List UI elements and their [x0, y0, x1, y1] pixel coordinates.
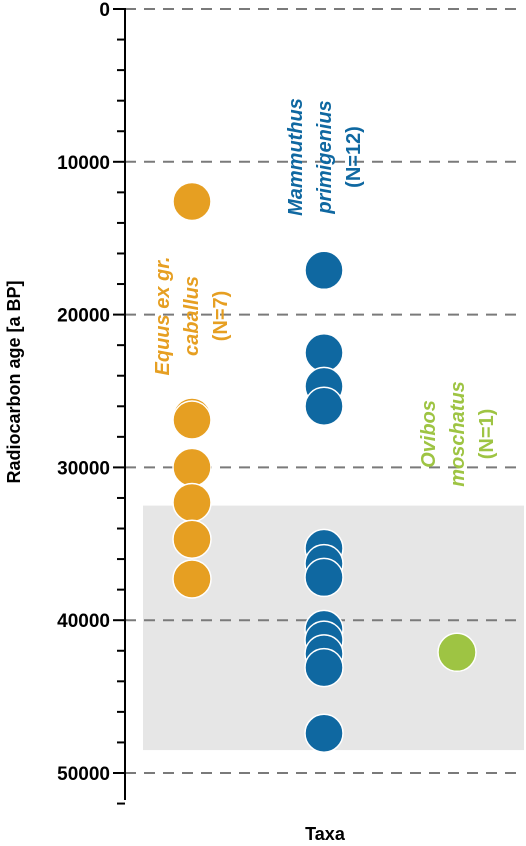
series-name-label: primigenius [314, 100, 336, 214]
data-point [304, 333, 344, 373]
series-count-label: (N=7) [210, 291, 232, 342]
series-count-label: (N=12) [343, 126, 365, 188]
y-tick-label: 40000 [57, 611, 110, 632]
y-axis: 0 10000 20000 30000 40000 50000 [57, 0, 126, 805]
series-label: Mammuthus primigenius (N=12) [285, 98, 365, 216]
data-point [172, 447, 212, 488]
data-point [172, 400, 212, 440]
data-points [172, 181, 477, 754]
data-point [172, 181, 212, 222]
data-point [304, 647, 344, 688]
data-point [304, 250, 344, 291]
data-point [172, 559, 212, 599]
series-name-label: Ovibos [418, 400, 440, 468]
series-labels: Equus ex gr. caballus (N=7) Mammuthus primig… [152, 98, 498, 487]
y-tick-label: 0 [99, 0, 110, 21]
data-point [304, 386, 344, 427]
series-name-label: Equus ex gr. [152, 257, 174, 376]
data-point [437, 632, 477, 673]
y-tick-label: 30000 [57, 458, 110, 479]
series-label: Ovibos moschatus (N=1) [418, 381, 498, 487]
data-point [304, 557, 344, 598]
series-name-label: caballus [181, 276, 203, 356]
y-tick-label: 10000 [57, 153, 110, 174]
data-point [172, 519, 212, 559]
data-point [304, 713, 344, 754]
series-count-label: (N=1) [476, 409, 498, 460]
data-point [172, 482, 212, 523]
x-axis-label: Taxa [305, 824, 346, 844]
series-label: Equus ex gr. caballus (N=7) [152, 257, 232, 376]
series-name-label: Mammuthus [285, 98, 307, 216]
series-name-label: moschatus [447, 381, 469, 487]
y-tick-label: 20000 [57, 306, 110, 327]
y-axis-label: Radiocarbon age [a BP] [4, 280, 24, 483]
y-tick-label: 50000 [57, 764, 110, 785]
